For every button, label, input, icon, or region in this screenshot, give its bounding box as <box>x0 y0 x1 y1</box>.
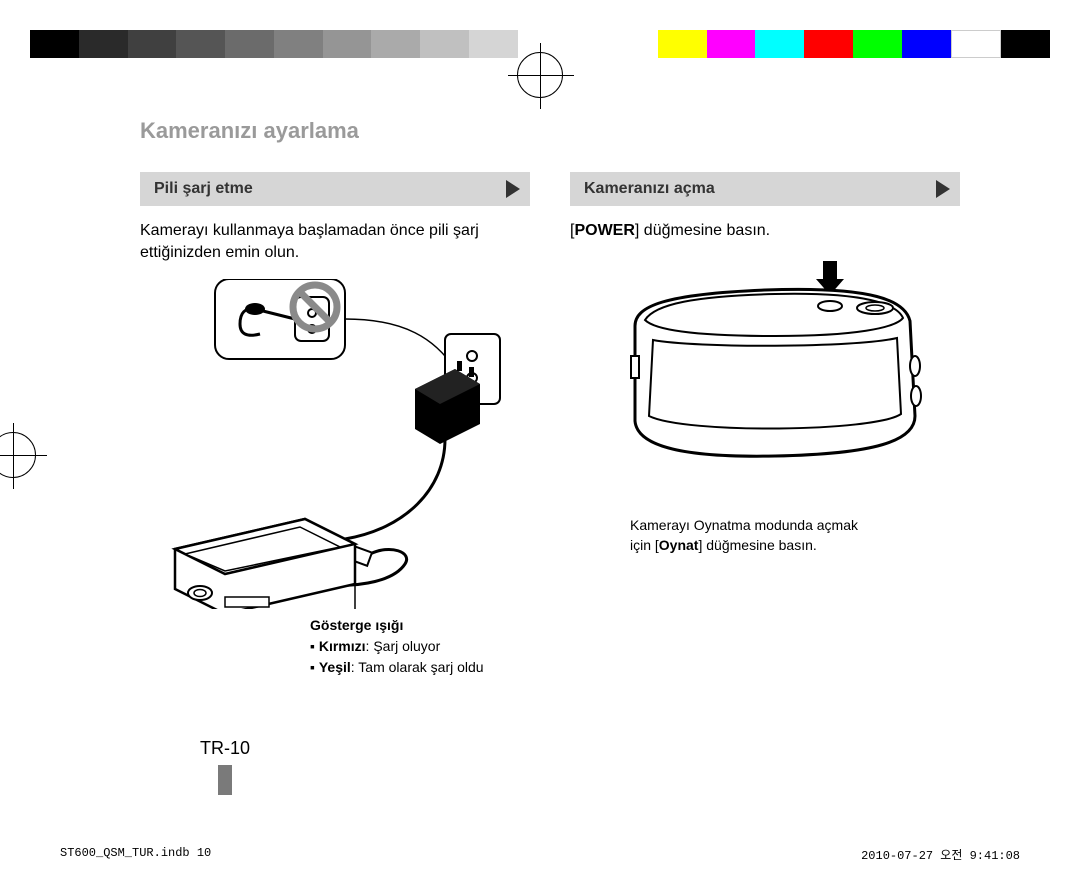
registration-mark-icon <box>517 52 563 98</box>
footer-right: 2010-07-27 오전 9:41:08 <box>861 846 1020 863</box>
note-line2: için [Oynat] düğmesine basın. <box>630 536 960 556</box>
note-line1: Kamerayı Oynatma modunda açmak <box>630 516 960 536</box>
power-paragraph: [POWER] düğmesine basın. <box>570 220 960 242</box>
page-tab <box>218 765 232 795</box>
play-icon <box>936 180 950 198</box>
legend-red: Kırmızı: Şarj oluyor <box>310 636 530 657</box>
footer-left: ST600_QSM_TUR.indb 10 <box>60 846 211 863</box>
page-number: TR-10 <box>200 738 960 759</box>
heading-text: Kameranızı açma <box>584 180 715 197</box>
legend-title: Gösterge ışığı <box>310 615 530 636</box>
indicator-legend: Gösterge ışığı Kırmızı: Şarj oluyor Yeşi… <box>310 615 530 678</box>
playback-note: Kamerayı Oynatma modunda açmak için [Oyn… <box>630 516 960 555</box>
right-column: Kameranızı açma [POWER] düğmesine basın. <box>570 172 960 678</box>
heading-text: Pili şarj etme <box>154 180 253 197</box>
power-diagram <box>570 256 960 476</box>
legend-green: Yeşil: Tam olarak şarj oldu <box>310 657 530 678</box>
left-column: Pili şarj etme Kamerayı kullanmaya başla… <box>140 172 530 678</box>
section-heading-charge: Pili şarj etme <box>140 172 530 206</box>
section-heading-power: Kameranızı açma <box>570 172 960 206</box>
play-icon <box>506 180 520 198</box>
page-title: Kameranızı ayarlama <box>140 118 960 144</box>
charging-diagram <box>140 279 530 609</box>
print-footer: ST600_QSM_TUR.indb 10 2010-07-27 오전 9:41… <box>60 846 1020 863</box>
charge-paragraph: Kamerayı kullanmaya başlamadan önce pili… <box>140 220 530 265</box>
